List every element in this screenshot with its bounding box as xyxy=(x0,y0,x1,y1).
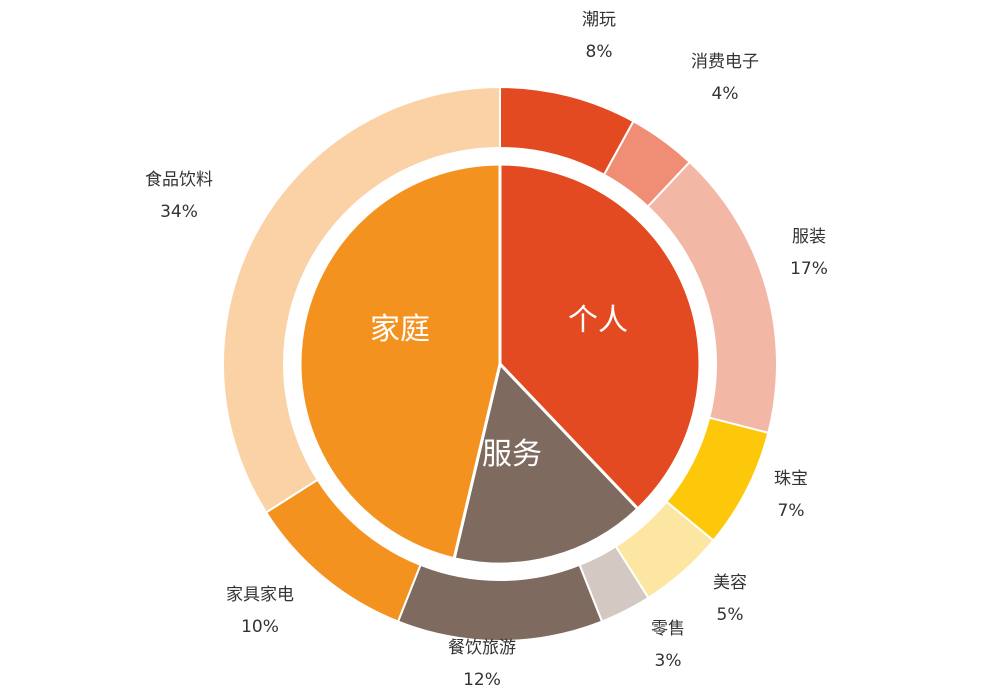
outer-label-value-9: 34% xyxy=(160,202,198,222)
outer-label-value-5: 5% xyxy=(717,605,744,625)
outer-label-name-6: 零售 xyxy=(651,619,685,639)
outer-label-value-8: 10% xyxy=(241,617,279,637)
inner-ring-slice-3 xyxy=(298,162,502,561)
outer-label-value-3: 17% xyxy=(790,259,828,279)
outer-label-value-6: 3% xyxy=(655,651,682,671)
outer-label-name-3: 服装 xyxy=(792,227,826,247)
outer-label-name-8: 家具家电 xyxy=(226,585,294,605)
outer-label-value-4: 7% xyxy=(778,501,805,521)
outer-label-value-7: 12% xyxy=(463,670,501,690)
outer-label-name-7: 餐饮旅游 xyxy=(448,638,516,658)
outer-label-name-1: 潮玩 xyxy=(582,10,616,30)
inner-ring-slice-2 xyxy=(452,360,640,566)
inner-ring-label-3: 家庭 xyxy=(370,312,430,347)
outer-label-name-2: 消费电子 xyxy=(691,52,759,72)
outer-label-name-5: 美容 xyxy=(713,573,747,593)
outer-label-name-4: 珠宝 xyxy=(774,469,808,489)
inner-ring-label-1: 个人 xyxy=(568,303,628,338)
inner-ring-label-2: 服务 xyxy=(482,437,542,472)
outer-label-value-1: 8% xyxy=(586,42,613,62)
inner-ring-slice-1 xyxy=(498,162,702,512)
outer-label-value-2: 4% xyxy=(712,84,739,104)
outer-label-name-9: 食品饮料 xyxy=(145,170,213,190)
